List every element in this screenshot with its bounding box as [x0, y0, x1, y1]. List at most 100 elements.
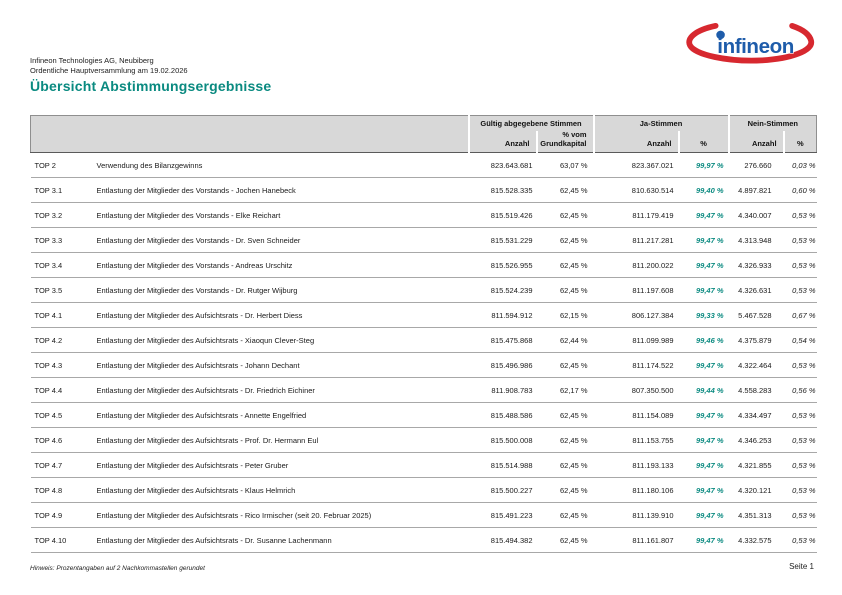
cell-valid: 823.643.681 [468, 152, 537, 178]
cell-desc: Entlastung der Mitglieder des Aufsichtsr… [96, 352, 469, 378]
cell-yes: 811.197.608 [593, 277, 679, 303]
cell-desc: Entlastung der Mitglieder des Aufsichtsr… [96, 302, 469, 328]
cell-yes: 811.153.755 [593, 427, 679, 453]
cell-no_pct: 0,53 % [783, 477, 817, 503]
cell-capital_pct: 62,45 % [536, 227, 594, 253]
cell-yes: 811.161.807 [593, 527, 679, 553]
cell-no_pct: 0,03 % [783, 152, 817, 178]
cell-yes: 811.099.989 [593, 327, 679, 353]
table-row: TOP 4.7 Entlastung der Mitglieder des Auf… [30, 452, 817, 478]
cell-no: 4.332.575 [728, 527, 784, 553]
cell-top: TOP 3.2 [30, 202, 97, 228]
cell-yes_pct: 99,47 % [678, 352, 729, 378]
cell-no_pct: 0,53 % [783, 252, 817, 278]
table-row: TOP 4.8 Entlastung der Mitglieder des Auf… [30, 477, 817, 503]
cell-valid: 811.908.783 [468, 377, 537, 403]
cell-yes_pct: 99,47 % [678, 477, 729, 503]
cell-top: TOP 4.8 [30, 477, 97, 503]
cell-desc: Entlastung der Mitglieder des Aufsichtsr… [96, 477, 469, 503]
company-line-1: Infineon Technologies AG, Neubiberg [30, 56, 154, 65]
cell-desc: Entlastung der Mitglieder des Aufsichtsr… [96, 402, 469, 428]
page-number: Seite 1 [789, 562, 814, 571]
cell-top: TOP 3.4 [30, 252, 97, 278]
infineon-logo-icon: infineon [686, 22, 814, 64]
col-header-yes-anzahl: Anzahl [592, 130, 679, 153]
cell-no_pct: 0,53 % [783, 227, 817, 253]
table-body: TOP 2 Verwendung des Bilanzgewinns 823.643… [30, 152, 817, 553]
table-row: TOP 4.1 Entlastung der Mitglieder des Auf… [30, 302, 817, 328]
cell-yes: 807.350.500 [593, 377, 679, 403]
cell-desc: Entlastung der Mitglieder des Aufsichtsr… [96, 527, 469, 553]
col-header-no-pct: % [782, 130, 818, 153]
cell-valid: 811.594.912 [468, 302, 537, 328]
cell-yes: 811.174.522 [593, 352, 679, 378]
cell-capital_pct: 62,45 % [536, 352, 594, 378]
infineon-logo: infineon [686, 10, 816, 68]
cell-top: TOP 4.4 [30, 377, 97, 403]
table-row: TOP 4.3 Entlastung der Mitglieder des Auf… [30, 352, 817, 378]
cell-top: TOP 3.1 [30, 177, 97, 203]
table-row: TOP 4.5 Entlastung der Mitglieder des Auf… [30, 402, 817, 428]
cell-valid: 815.496.986 [468, 352, 537, 378]
col-header-valid-anzahl: Anzahl [467, 130, 537, 153]
cell-valid: 815.531.229 [468, 227, 537, 253]
cell-capital_pct: 62,45 % [536, 502, 594, 528]
cell-valid: 815.500.008 [468, 427, 537, 453]
cell-valid: 815.488.586 [468, 402, 537, 428]
cell-yes_pct: 99,47 % [678, 402, 729, 428]
cell-yes_pct: 99,44 % [678, 377, 729, 403]
cell-no: 5.467.528 [728, 302, 784, 328]
cell-yes: 811.180.106 [593, 477, 679, 503]
cell-top: TOP 4.3 [30, 352, 97, 378]
results-table: Gültig abgegebene Stimmen Ja-Stimmen Nei… [30, 115, 818, 553]
cell-no: 4.351.313 [728, 502, 784, 528]
logo-dot-icon [716, 30, 725, 40]
cell-yes_pct: 99,46 % [678, 327, 729, 353]
cell-yes: 811.193.133 [593, 452, 679, 478]
company-line-2: Ordentliche Hauptversammlung am 19.02.20… [30, 65, 188, 75]
cell-no: 4.897.821 [728, 177, 784, 203]
cell-no_pct: 0,53 % [783, 402, 817, 428]
cell-capital_pct: 62,17 % [536, 377, 594, 403]
cell-capital_pct: 63,07 % [536, 152, 594, 178]
cell-yes_pct: 99,97 % [678, 152, 729, 178]
cell-yes: 806.127.384 [593, 302, 679, 328]
cell-no_pct: 0,53 % [783, 502, 817, 528]
cell-top: TOP 4.2 [30, 327, 97, 353]
table-row: TOP 3.5 Entlastung der Mitglieder des Vor… [30, 277, 817, 303]
cell-yes_pct: 99,40 % [678, 177, 729, 203]
cell-capital_pct: 62,45 % [536, 402, 594, 428]
col-header-yes-pct: % [677, 130, 729, 153]
cell-capital_pct: 62,45 % [536, 527, 594, 553]
cell-desc: Entlastung der Mitglieder des Aufsichtsr… [96, 452, 469, 478]
logo-text: infineon [717, 35, 794, 58]
cell-valid: 815.475.868 [468, 327, 537, 353]
cell-capital_pct: 62,45 % [536, 452, 594, 478]
cell-yes: 811.200.022 [593, 252, 679, 278]
cell-desc: Entlastung der Mitglieder des Aufsichtsr… [96, 427, 469, 453]
cell-yes_pct: 99,47 % [678, 427, 729, 453]
cell-capital_pct: 62,44 % [536, 327, 594, 353]
cell-valid: 815.491.223 [468, 502, 537, 528]
cell-no_pct: 0,53 % [783, 277, 817, 303]
group-header-valid-votes: Gültig abgegebene Stimmen [467, 115, 594, 131]
cell-valid: 815.526.955 [468, 252, 537, 278]
cell-yes: 810.630.514 [593, 177, 679, 203]
cell-yes_pct: 99,47 % [678, 502, 729, 528]
table-row: TOP 2 Verwendung des Bilanzgewinns 823.643… [30, 152, 817, 178]
cell-no: 4.313.948 [728, 227, 784, 253]
table-row: TOP 4.2 Entlastung der Mitglieder des Auf… [30, 327, 817, 353]
table-row: TOP 4.9 Entlastung der Mitglieder des Auf… [30, 502, 817, 528]
cell-desc: Verwendung des Bilanzgewinns [96, 152, 469, 178]
cell-no: 4.346.253 [728, 427, 784, 453]
cell-valid: 815.514.988 [468, 452, 537, 478]
table-row: TOP 4.10 Entlastung der Mitglieder des Au… [30, 527, 817, 553]
cell-yes_pct: 99,33 % [678, 302, 729, 328]
cell-desc: Entlastung der Mitglieder des Vorstands … [96, 277, 469, 303]
cell-capital_pct: 62,15 % [536, 302, 594, 328]
cell-no: 4.334.497 [728, 402, 784, 428]
cell-yes: 823.367.021 [593, 152, 679, 178]
cell-no_pct: 0,54 % [783, 327, 817, 353]
footnote: Hinweis: Prozentangaben auf 2 Nachkommas… [30, 565, 205, 572]
cell-no_pct: 0,53 % [783, 427, 817, 453]
